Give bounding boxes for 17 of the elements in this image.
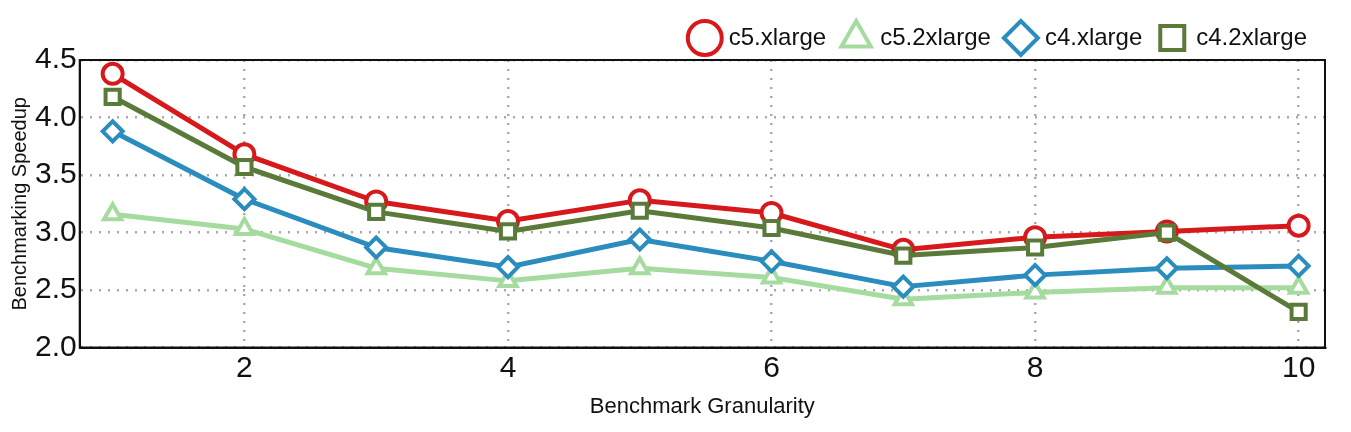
x-tick-label: 4 xyxy=(499,349,517,383)
legend-label: c4.xlarge xyxy=(1044,22,1143,50)
x-tick-label: 6 xyxy=(763,349,780,383)
x-axis-title: Benchmark Granularity xyxy=(589,392,815,418)
y-tick-label: 4.5 xyxy=(34,41,77,75)
y-tick-label: 3.5 xyxy=(34,156,77,190)
y-tick-label: 4.0 xyxy=(34,98,77,132)
x-tick-label: 2 xyxy=(236,349,253,383)
legend-label: c4.2xlarge xyxy=(1196,22,1307,50)
legend-label: c5.2xlarge xyxy=(880,22,991,50)
x-tick-label: 10 xyxy=(1281,349,1316,383)
y-axis-title: Benchmarking Speedup xyxy=(7,97,30,311)
y-tick-label: 3.0 xyxy=(34,213,77,247)
y-tick-label: 2.0 xyxy=(34,328,77,362)
legend-label: c5.xlarge xyxy=(728,22,827,50)
y-tick-label: 2.5 xyxy=(34,271,77,305)
x-tick-label: 8 xyxy=(1026,349,1044,383)
